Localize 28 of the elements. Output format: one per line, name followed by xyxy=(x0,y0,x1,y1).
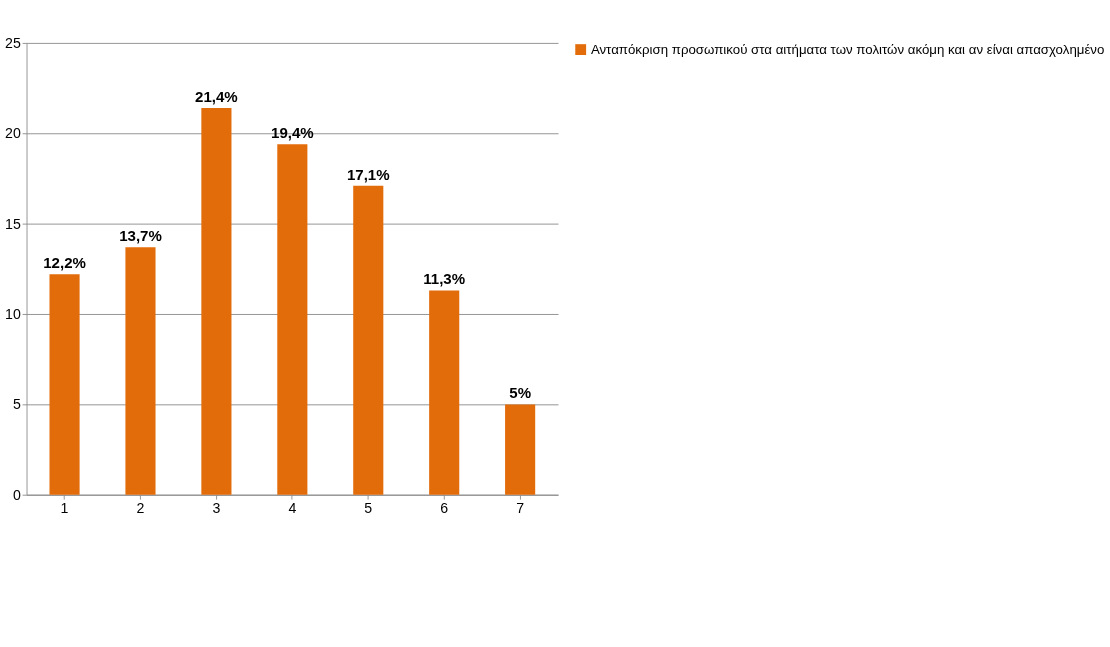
x-tick-label: 6 xyxy=(440,499,449,516)
x-tick-label: 5 xyxy=(364,499,373,516)
y-tick-label: 15 xyxy=(5,215,21,232)
data-label: 21,4% xyxy=(195,87,238,105)
data-label: 5% xyxy=(509,384,532,402)
bar xyxy=(201,108,232,495)
bar xyxy=(49,274,80,495)
x-tick-label: 3 xyxy=(212,499,221,516)
legend-label: Ανταπόκριση προσωπικού στα αιτήματα των πολιτών ακόμη και αν είναι απασχολημένο xyxy=(590,42,1105,58)
data-label: 19,4% xyxy=(271,123,314,141)
bar xyxy=(125,247,156,495)
y-tick-label: 0 xyxy=(12,486,21,503)
x-tick-label: 1 xyxy=(60,499,69,516)
x-tick-label: 4 xyxy=(288,499,297,516)
y-tick-label: 25 xyxy=(5,34,21,51)
bar xyxy=(429,290,460,495)
data-label: 17,1% xyxy=(346,165,390,183)
data-label: 11,3% xyxy=(423,270,466,288)
x-tick-label: 7 xyxy=(516,499,525,516)
bar xyxy=(353,185,384,495)
y-tick-label: 10 xyxy=(5,305,21,322)
x-tick-label: 2 xyxy=(136,499,145,516)
data-label: 13,7% xyxy=(119,226,162,244)
y-tick-label: 20 xyxy=(5,125,21,142)
bar xyxy=(505,404,536,495)
y-tick-label: 5 xyxy=(12,396,21,413)
bar xyxy=(277,144,308,495)
data-label: 12,2% xyxy=(43,254,86,272)
